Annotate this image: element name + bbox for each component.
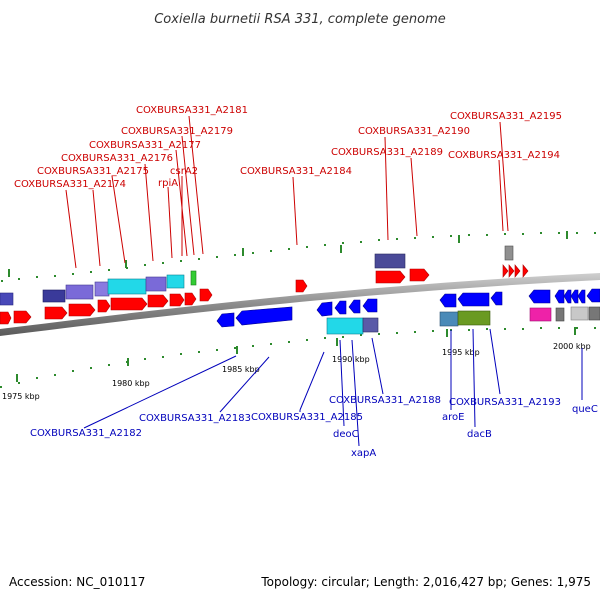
gene-label: COXBURSA331_A2194 [448,150,560,161]
gene-arrow[interactable] [409,268,430,282]
gene-label: COXBURSA331_A2175 [37,166,149,177]
gene-label: deoC [333,429,359,440]
accession-text: Accession: NC_010117 [9,575,145,589]
gene-label: aroE [442,412,464,423]
gene-arrow[interactable] [97,299,111,313]
gene-block[interactable] [457,310,491,326]
gene-label: dacB [467,429,492,440]
gene-label: COXBURSA331_A2195 [450,111,562,122]
gene-block[interactable] [374,253,406,269]
gene-block[interactable] [529,307,552,322]
gene-arrow[interactable] [348,299,361,314]
gene-label: COXBURSA331_A2176 [61,153,173,164]
gene-label: COXBURSA331_A2183 [139,413,251,424]
gene-label: COXBURSA331_A2193 [449,397,561,408]
forward-genes [0,245,529,325]
gene-label: COXBURSA331_A2182 [30,428,142,439]
gene-label: COXBURSA331_A2184 [240,166,352,177]
gene-arrow[interactable] [362,298,378,313]
gene-label: COXBURSA331_A2189 [331,147,443,158]
gene-arrow[interactable] [68,303,96,317]
tick-label: 1980 kbp [112,379,150,388]
gene-arrow[interactable] [375,270,406,284]
gene-label: COXBURSA331_A2190 [358,126,470,137]
gene-block[interactable] [439,311,459,327]
gene-arrow[interactable] [295,279,308,293]
gene-arrow[interactable] [502,264,509,278]
gene-block[interactable] [326,317,364,335]
gene-arrow[interactable] [508,264,515,278]
gene-arrow[interactable] [528,289,551,304]
gene-arrow[interactable] [0,311,12,325]
tick-label: 1975 kbp [2,392,40,401]
outer-scale-dots [1,231,596,282]
gene-arrow[interactable] [184,292,197,306]
tick-label: 1995 kbp [442,348,480,357]
genome-summary-text: Topology: circular; Length: 2,016,427 bp… [260,575,591,589]
gene-block[interactable] [362,317,379,333]
tick-label: 1990 kbp [332,355,370,364]
inner-scale-dots [0,327,596,388]
gene-label: queC [572,404,598,415]
gene-arrow[interactable] [522,264,529,278]
gene-arrow[interactable] [216,312,235,328]
genome-backbone [0,273,600,336]
gene-label: COXBURSA331_A2185 [251,412,363,423]
gene-arrow[interactable] [563,289,572,304]
reverse-genes [216,288,600,335]
gene-arrow[interactable] [490,291,503,306]
gene-arrow[interactable] [514,264,521,278]
gene-arrow[interactable] [316,301,333,317]
gene-block[interactable] [190,270,197,286]
tick-label: 1985 kbp [222,365,260,374]
gene-arrow[interactable] [199,288,213,302]
gene-label: COXBURSA331_A2174 [14,179,126,190]
gene-block[interactable] [588,306,600,321]
gene-block[interactable] [94,281,110,297]
gene-arrow[interactable] [334,300,347,315]
gene-arrow[interactable] [235,306,293,326]
gene-block[interactable] [166,274,185,289]
gene-label: rpiA [158,178,178,189]
map-title: Coxiella burnetii RSA 331, complete geno… [154,12,446,27]
gene-arrow[interactable] [586,288,600,303]
gene-label: COXBURSA331_A2188 [329,395,441,406]
gene-block[interactable] [555,307,565,322]
gene-arrow[interactable] [147,294,169,308]
gene-arrow[interactable] [13,310,32,324]
tick-label: 2000 kbp [553,342,591,351]
gene-label: csrA2 [170,166,198,177]
gene-arrow[interactable] [110,297,148,311]
reverse-leader-lines [83,328,583,447]
gene-block[interactable] [0,292,14,306]
gene-arrow[interactable] [554,289,565,304]
forward-leader-lines [65,115,509,269]
gene-label: COXBURSA331_A2177 [89,140,201,151]
gene-arrow[interactable] [457,292,490,307]
gene-block[interactable] [42,289,66,303]
gene-label: COXBURSA331_A2181 [136,105,248,116]
gene-arrow[interactable] [169,293,185,307]
gene-arrow[interactable] [570,289,579,304]
gene-block[interactable] [107,278,147,295]
gene-block[interactable] [145,276,167,292]
gene-block[interactable] [504,245,514,261]
gene-label: xapA [351,448,376,459]
gene-arrow[interactable] [577,289,586,304]
gene-block[interactable] [570,306,589,321]
gene-block[interactable] [65,284,94,300]
gene-label: COXBURSA331_A2179 [121,126,233,137]
gene-arrow[interactable] [44,306,68,320]
gene-arrow[interactable] [439,293,457,308]
